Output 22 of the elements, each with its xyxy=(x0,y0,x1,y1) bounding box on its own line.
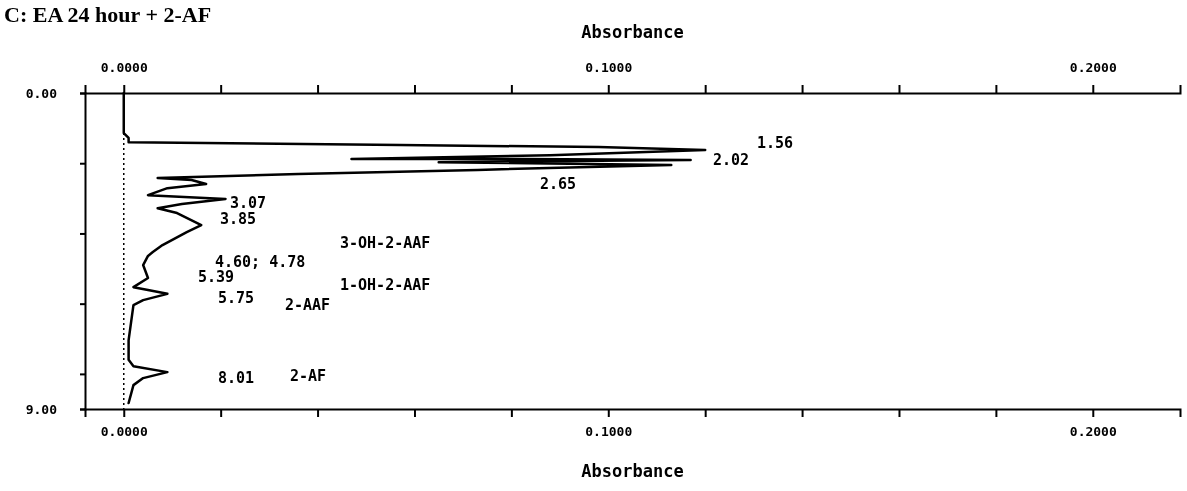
x-axis-title: Absorbance xyxy=(581,461,684,481)
x-tick-label: 0.2000 xyxy=(1069,423,1117,439)
annotation: 1-OH-2-AAF xyxy=(340,276,431,295)
x-tick-label: 0.0000 xyxy=(100,423,148,439)
x2-tick-label: 0.1000 xyxy=(585,59,633,75)
annotation: 2.65 xyxy=(540,175,577,194)
annotation: 1.56 xyxy=(757,134,794,153)
y-tick-label: 0.00 xyxy=(25,85,58,101)
annotation: 3-OH-2-AAF xyxy=(340,234,431,253)
annotation: 2-AF xyxy=(290,367,327,386)
annotation: 8.01 xyxy=(218,369,255,388)
chart-title: C: EA 24 hour + 2-AF xyxy=(4,2,212,27)
annotation: 3.85 xyxy=(220,210,257,229)
annotation: 2-AAF xyxy=(285,296,331,315)
annotation: 5.75 xyxy=(218,289,255,308)
annotation: 2.02 xyxy=(713,151,750,170)
x-tick-label: 0.1000 xyxy=(585,423,633,439)
annotation: 3.07 xyxy=(230,194,267,213)
x2-tick-label: 0.2000 xyxy=(1069,59,1117,75)
y-tick-label: 9.00 xyxy=(25,401,58,417)
x2-tick-label: 0.0000 xyxy=(100,59,148,75)
x2-axis-title: Absorbance xyxy=(581,22,684,42)
